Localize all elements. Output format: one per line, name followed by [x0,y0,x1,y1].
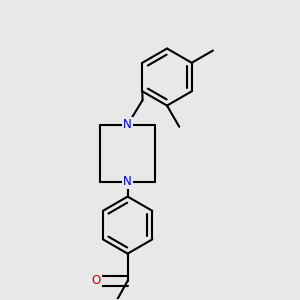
Text: N: N [123,118,132,131]
Text: O: O [92,274,101,287]
Text: N: N [123,175,132,188]
